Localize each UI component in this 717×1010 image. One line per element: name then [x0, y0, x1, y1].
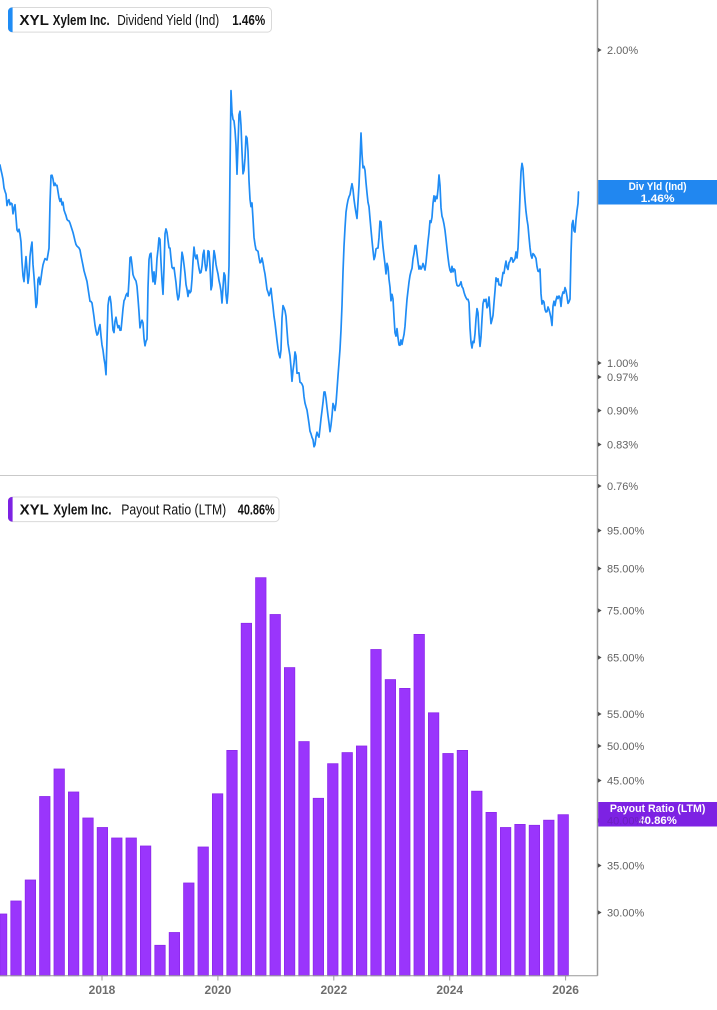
svg-text:2024: 2024 [436, 983, 463, 997]
svg-text:1.46%: 1.46% [641, 193, 675, 205]
svg-text:1.00%: 1.00% [607, 358, 638, 370]
svg-text:40.00%: 40.00% [607, 815, 645, 827]
svg-text:0.83%: 0.83% [607, 439, 638, 451]
svg-text:2022: 2022 [320, 983, 347, 997]
svg-text:30.00%: 30.00% [607, 907, 645, 919]
svg-text:2.00%: 2.00% [607, 45, 638, 57]
svg-text:2018: 2018 [89, 983, 116, 997]
svg-text:45.00%: 45.00% [607, 775, 645, 787]
svg-text:0.90%: 0.90% [607, 405, 638, 417]
svg-text:Payout Ratio (LTM): Payout Ratio (LTM) [610, 803, 706, 815]
svg-text:XYL: XYL [19, 12, 49, 29]
svg-text:40.86%: 40.86% [238, 502, 275, 519]
svg-text:Payout Ratio (LTM): Payout Ratio (LTM) [121, 502, 226, 519]
svg-text:0.76%: 0.76% [607, 481, 638, 493]
svg-text:Dividend Yield (Ind): Dividend Yield (Ind) [117, 12, 219, 29]
svg-text:35.00%: 35.00% [607, 860, 645, 872]
svg-text:0.97%: 0.97% [607, 372, 638, 384]
svg-text:XYL: XYL [20, 502, 49, 519]
svg-text:Xylem Inc.: Xylem Inc. [53, 502, 111, 519]
svg-text:65.00%: 65.00% [607, 652, 645, 664]
svg-text:95.00%: 95.00% [607, 525, 645, 537]
svg-text:50.00%: 50.00% [607, 741, 645, 753]
svg-text:75.00%: 75.00% [607, 605, 645, 617]
svg-text:1.46%: 1.46% [232, 12, 265, 29]
svg-text:2026: 2026 [552, 983, 579, 997]
svg-text:Div Yld (Ind): Div Yld (Ind) [629, 181, 687, 193]
svg-text:2020: 2020 [205, 983, 232, 997]
svg-text:40.86%: 40.86% [638, 815, 677, 827]
svg-text:85.00%: 85.00% [607, 563, 645, 575]
svg-text:Xylem Inc.: Xylem Inc. [53, 12, 110, 29]
svg-text:55.00%: 55.00% [607, 709, 645, 721]
